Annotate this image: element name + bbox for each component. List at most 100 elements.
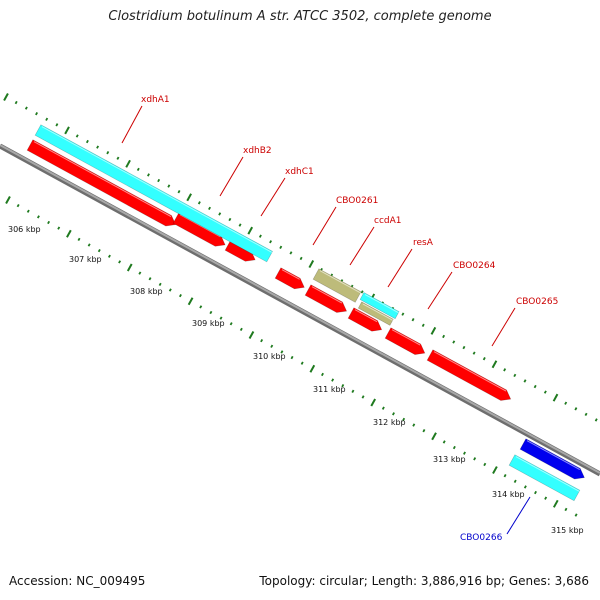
minor-tick — [584, 412, 588, 417]
minor-tick — [157, 178, 161, 183]
minor-tick — [138, 271, 142, 275]
cds-CBO0261[interactable] — [274, 267, 307, 293]
gene-callouts: xdhA1 xdhB2 xdhC1 CBO0261 ccdA1 resA CBO0264 CB… — [121, 95, 558, 543]
minor-tick — [239, 327, 243, 332]
minor-tick — [321, 372, 324, 377]
minor-tick — [57, 226, 61, 230]
minor-tick — [75, 134, 79, 138]
leader-line — [387, 248, 413, 288]
major-tick — [309, 364, 316, 373]
minor-tick — [229, 322, 233, 326]
gene-xdhA1-region[interactable] — [34, 124, 273, 263]
minor-tick — [289, 251, 293, 255]
major-tick — [247, 226, 254, 235]
cds-xdhA1[interactable] — [26, 139, 178, 230]
scale-label: 310 kbp — [253, 352, 286, 361]
minor-tick — [452, 340, 456, 344]
minor-tick — [513, 373, 517, 378]
minor-tick — [452, 445, 456, 450]
misc-feature-2[interactable] — [357, 301, 394, 326]
minor-tick — [35, 112, 38, 116]
gene-label-ccdA1[interactable]: ccdA1 — [374, 216, 402, 226]
cds-CBO0265[interactable] — [426, 349, 513, 405]
minor-tick — [116, 156, 120, 160]
minor-tick — [544, 496, 548, 500]
map-title: Clostridium botulinum A str. ATCC 3502, … — [108, 9, 492, 24]
major-tick — [248, 331, 255, 340]
minor-tick — [107, 254, 111, 258]
gene-label-xdhB2[interactable]: xdhB2 — [243, 146, 272, 156]
scale-label: 315 kbp — [551, 526, 584, 535]
major-tick — [552, 393, 559, 402]
minor-tick — [401, 312, 405, 316]
minor-tick — [279, 245, 283, 249]
minor-tick — [14, 100, 18, 105]
minor-tick — [136, 167, 140, 172]
gene-label-xdhC1[interactable]: xdhC1 — [285, 167, 314, 177]
minor-tick — [574, 513, 578, 517]
major-tick — [491, 360, 498, 369]
major-tick — [5, 196, 11, 204]
scale-label: 312 kbp — [373, 418, 406, 427]
gene-label-resA[interactable]: resA — [413, 238, 434, 248]
minor-tick — [442, 334, 446, 339]
minor-tick — [503, 474, 507, 478]
minor-tick — [300, 361, 304, 365]
gene-resA[interactable] — [359, 292, 400, 320]
scale-labels: 306 kbp 307 kbp 308 kbp 309 kbp 310 kbp 311 k… — [8, 225, 584, 535]
leader-line — [349, 226, 375, 266]
scale-label: 306 kbp — [8, 225, 41, 234]
gene-label-xdhA1[interactable]: xdhA1 — [141, 95, 170, 105]
cds-CBO0264[interactable] — [384, 327, 428, 359]
minor-tick — [85, 139, 89, 144]
minor-tick — [208, 206, 211, 211]
gene-label-CBO0266[interactable]: CBO0266 — [460, 533, 503, 543]
cds-resA[interactable] — [347, 307, 384, 335]
minor-tick — [594, 418, 598, 422]
minor-tick — [392, 412, 395, 416]
minor-tick — [178, 293, 182, 298]
minor-tick — [472, 351, 476, 355]
minor-tick — [177, 189, 181, 194]
leader-line — [121, 105, 143, 144]
leader-line — [219, 156, 244, 197]
minor-tick — [513, 479, 517, 483]
minor-tick — [564, 401, 568, 405]
major-tick — [492, 466, 498, 475]
minor-tick — [533, 384, 537, 389]
minor-tick — [473, 457, 477, 461]
gene-CBO0266[interactable] — [508, 454, 581, 502]
minor-tick — [341, 383, 345, 388]
misc-feature-1[interactable] — [312, 268, 362, 303]
major-tick — [66, 229, 72, 238]
minor-tick — [402, 417, 406, 422]
minor-tick — [96, 145, 100, 149]
gene-label-CBO0261[interactable]: CBO0261 — [336, 196, 378, 206]
gene-label-CBO0264[interactable]: CBO0264 — [453, 261, 496, 271]
minor-tick — [218, 212, 222, 216]
minor-tick — [238, 223, 242, 227]
tick-marks — [3, 93, 598, 517]
minor-tick — [483, 462, 487, 467]
minor-tick — [442, 440, 446, 444]
major-tick — [308, 260, 315, 269]
minor-tick — [412, 423, 416, 427]
minor-tick — [197, 201, 201, 205]
major-tick — [552, 499, 559, 508]
cds-ccdA1[interactable] — [304, 284, 349, 317]
scale-label: 313 kbp — [433, 455, 466, 464]
minor-tick — [270, 344, 274, 348]
minor-tick — [87, 243, 91, 247]
minor-tick — [24, 106, 28, 110]
gene-label-CBO0265[interactable]: CBO0265 — [516, 297, 558, 307]
scale-label: 314 kbp — [492, 490, 525, 499]
minor-tick — [574, 407, 578, 411]
feature-CBO0266[interactable] — [519, 438, 587, 483]
minor-tick — [331, 378, 335, 382]
minor-tick — [258, 234, 262, 238]
major-tick — [186, 193, 192, 202]
minor-tick — [269, 240, 273, 244]
major-tick — [187, 297, 194, 306]
minor-tick — [351, 389, 355, 393]
